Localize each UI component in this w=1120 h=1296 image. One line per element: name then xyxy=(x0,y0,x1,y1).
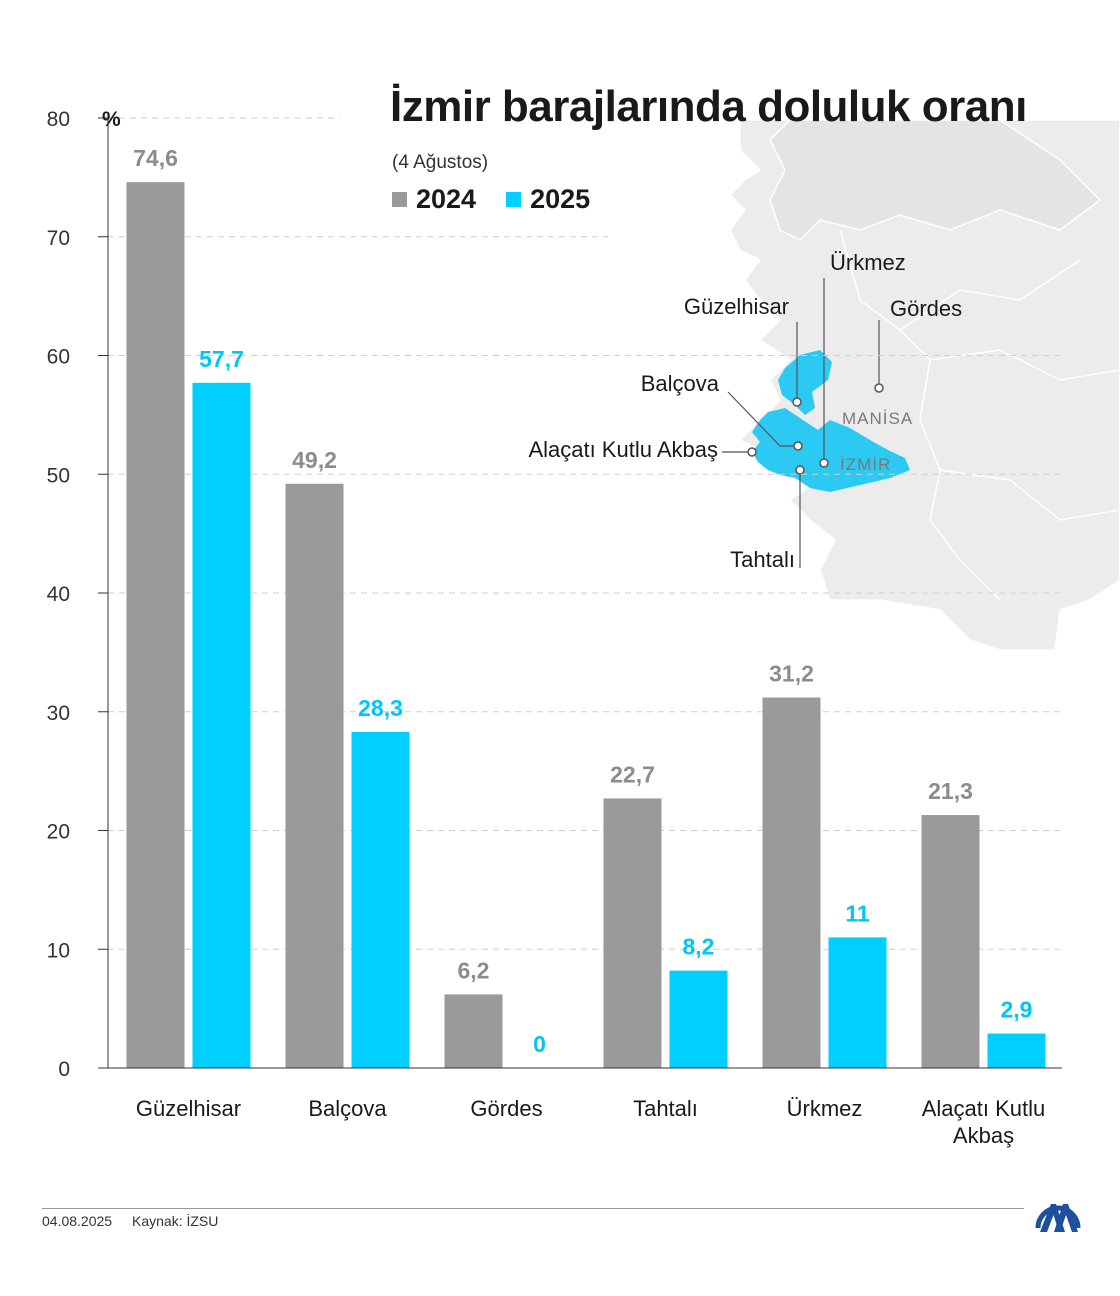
izmir-highlight xyxy=(752,350,910,492)
bar-2024-5 xyxy=(762,697,821,1068)
data-label-2025-4: 8,2 xyxy=(683,934,715,960)
category-label-6: Alaçatı Kutlu Akbaş xyxy=(922,1096,1046,1148)
legend-label-2024: 2024 xyxy=(416,184,477,214)
grid xyxy=(108,117,1062,950)
y-tick-label-30: 30 xyxy=(47,702,70,725)
map-label-tahtali: Tahtalı xyxy=(730,547,795,572)
bar-2025-6 xyxy=(987,1033,1046,1068)
y-tick-label-50: 50 xyxy=(47,464,70,487)
chart-title: İzmir barajlarında doluluk oranı xyxy=(390,82,1027,131)
chart-subtitle: (4 Ağustos) xyxy=(392,152,489,173)
data-label-2025-3: 0 xyxy=(533,1031,546,1057)
legend-item-2024: 2024 xyxy=(392,184,476,215)
y-axis-unit-label: % xyxy=(102,108,121,131)
province-border xyxy=(839,229,1120,601)
y-tick-label-0: 0 xyxy=(58,1058,70,1081)
map-land-north xyxy=(769,119,1102,241)
map-label-urkmez: Ürkmez xyxy=(830,250,906,275)
marker-tahtali xyxy=(795,465,805,475)
data-label-2025-5: 11 xyxy=(845,900,870,926)
footer-divider xyxy=(42,1208,1024,1209)
footer-source: Kaynak: İZSU xyxy=(132,1213,219,1229)
data-label-2025-6: 2,9 xyxy=(1001,997,1033,1023)
y-tick-label-60: 60 xyxy=(47,346,70,369)
bar-2025-1 xyxy=(192,382,251,1068)
marker-urkmez xyxy=(819,458,829,468)
data-label-2025-1: 57,7 xyxy=(199,346,244,372)
bar-2024-3 xyxy=(444,994,503,1068)
data-label-2024-3: 6,2 xyxy=(458,957,490,983)
leader-balcova xyxy=(727,391,798,447)
marker-balcova xyxy=(793,441,803,451)
bar-2025-2 xyxy=(351,731,410,1068)
legend-item-2025: 2025 xyxy=(506,184,590,215)
y-tick-label-80: 80 xyxy=(47,108,70,131)
map-land xyxy=(728,119,1120,651)
data-label-2024-5: 31,2 xyxy=(769,661,814,687)
marker-gordes xyxy=(874,383,884,393)
bar-2025-5 xyxy=(828,937,887,1068)
category-label-2: Balçova xyxy=(308,1096,387,1121)
category-label-4: Tahtalı xyxy=(633,1096,698,1121)
data-label-2025-2: 28,3 xyxy=(358,695,403,721)
legend: 2024 2025 xyxy=(392,184,590,215)
agency-logo-icon xyxy=(1035,1204,1081,1232)
data-label-2024-6: 21,3 xyxy=(928,778,973,804)
marker-guzelhisar xyxy=(792,397,802,407)
y-tick-label-20: 20 xyxy=(47,821,70,844)
map-label-guzelhisar: Güzelhisar xyxy=(684,294,789,319)
y-tick-label-40: 40 xyxy=(47,583,70,606)
bar-2024-6 xyxy=(921,815,980,1068)
map-label-gordes: Gördes xyxy=(890,296,962,321)
map-label-manisa: MANİSA xyxy=(842,409,913,428)
data-label-2024-2: 49,2 xyxy=(292,447,337,473)
category-label-3: Gördes xyxy=(470,1096,542,1121)
legend-label-2025: 2025 xyxy=(530,184,591,214)
data-label-2024-4: 22,7 xyxy=(610,761,655,787)
bars xyxy=(126,182,1046,1068)
y-tick-label-70: 70 xyxy=(47,227,70,250)
data-labels: 74,6 57,7 49,2 28,3 6,2 0 22,7 8,2 31,2 11 21,3 2,9 xyxy=(133,145,1032,1057)
category-label-1: Güzelhisar xyxy=(136,1096,241,1121)
footer-date: 04.08.2025 xyxy=(42,1213,113,1229)
bar-2025-4 xyxy=(669,970,728,1068)
category-label-5: Ürkmez xyxy=(787,1096,863,1121)
bar-2024-4 xyxy=(603,798,662,1068)
bar-2024-1 xyxy=(126,182,185,1068)
legend-swatch-2025 xyxy=(506,192,522,207)
data-label-2024-1: 74,6 xyxy=(133,145,178,171)
axes: 0 10 20 30 40 50 60 70 80 % Güzelhisar Balçova Görde… xyxy=(47,108,1062,1148)
map-label-izmir: İZMİR xyxy=(840,455,891,474)
marker-alacati xyxy=(747,447,757,457)
bar-2024-2 xyxy=(285,483,344,1068)
region-map: Ürkmez Güzelhisar Gördes Balçova Alaçatı… xyxy=(528,119,1120,651)
legend-swatch-2024 xyxy=(392,192,407,207)
y-tick-label-10: 10 xyxy=(47,939,70,962)
map-label-balcova: Balçova xyxy=(641,371,720,396)
map-label-alacati: Alaçatı Kutlu Akbaş xyxy=(528,437,718,462)
